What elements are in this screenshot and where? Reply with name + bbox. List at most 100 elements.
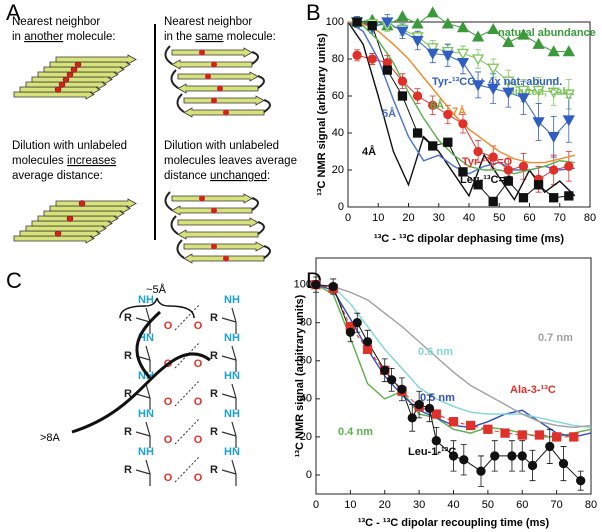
- y-tick-label: 60: [332, 90, 344, 102]
- marker: [507, 451, 517, 461]
- marker: [533, 180, 544, 190]
- series-label: natural abundance: [498, 27, 596, 39]
- y-tick-label: 80: [300, 317, 312, 329]
- x-tick-label: 40: [447, 499, 459, 511]
- atom-label: HN: [138, 408, 154, 420]
- x-tick-label: 10: [372, 212, 384, 224]
- atom-label: R: [124, 388, 132, 400]
- marker: [386, 375, 397, 385]
- atom-label: R: [124, 426, 132, 438]
- caption: distance unchanged:: [164, 170, 270, 182]
- label-dot: [211, 61, 217, 68]
- marker: [426, 48, 439, 60]
- strand-arrow: [171, 47, 253, 58]
- long-arrow: [71, 352, 211, 434]
- marker: [412, 128, 423, 138]
- marker: [459, 455, 469, 465]
- atom-label: HN: [224, 370, 240, 382]
- atom-label: O: [194, 396, 203, 408]
- marker: [500, 428, 510, 438]
- bond: [221, 431, 237, 437]
- marker: [397, 76, 408, 86]
- marker: [488, 152, 498, 162]
- marker: [443, 109, 453, 120]
- marker: [547, 45, 560, 57]
- atom-label: R: [210, 388, 218, 400]
- atom-label: R: [210, 350, 218, 362]
- y-tick-label: 40: [300, 393, 312, 405]
- marker: [517, 93, 530, 105]
- caption: molecules leaves average: [164, 155, 297, 167]
- atom-label: R: [124, 312, 132, 324]
- caption-text: increases: [67, 155, 116, 167]
- atom-label: R: [210, 312, 218, 324]
- marker: [352, 50, 362, 60]
- hairpin-turn: [176, 93, 185, 113]
- caption-text: distance: [164, 170, 210, 182]
- x-tick-label: 40: [463, 212, 475, 224]
- series-label: Tyr-¹³CO + 4x nat. abund.: [432, 76, 562, 88]
- bond: [145, 307, 151, 323]
- strand-arrow: [55, 198, 137, 209]
- marker: [431, 409, 441, 419]
- marker: [397, 91, 408, 101]
- bond: [135, 469, 151, 475]
- y-tick-label: 0: [306, 469, 312, 481]
- x-axis-label: ¹³C - ¹³C dipolar dephasing time (ms): [374, 233, 564, 245]
- bond: [135, 393, 151, 399]
- hairpin-turn: [176, 239, 185, 259]
- label-dot: [223, 255, 229, 262]
- series-line: [315, 283, 592, 429]
- distance-label: ~5Å: [146, 283, 167, 296]
- marker: [562, 89, 575, 101]
- x-tick-label: 50: [493, 212, 505, 224]
- caption: molecules increases: [12, 155, 116, 167]
- atom-label: O: [194, 358, 203, 370]
- marker: [345, 327, 356, 337]
- series-line: [315, 284, 574, 438]
- label-dot: [211, 97, 217, 104]
- atom-label: O: [164, 396, 173, 408]
- bond: [221, 317, 237, 323]
- series-label: 0.4 nm: [338, 426, 373, 438]
- hairpin-turn: [170, 69, 179, 89]
- marker: [517, 430, 527, 440]
- series-label: 0.6 nm: [418, 346, 453, 358]
- hairpin-turn: [170, 215, 179, 235]
- hairpin-turn: [257, 221, 265, 235]
- plot-area: [313, 276, 592, 491]
- y-tick-label: 0: [338, 201, 344, 213]
- marker: [518, 161, 529, 171]
- label-dot: [223, 109, 229, 116]
- atom-label: NH: [138, 446, 154, 458]
- marker: [352, 318, 362, 328]
- marker: [407, 413, 417, 423]
- hairpin-turn: [251, 51, 259, 65]
- x-tick-label: 20: [402, 212, 414, 224]
- caption: Nearest neighbor: [12, 16, 100, 28]
- bond: [135, 317, 151, 323]
- x-tick-label: 80: [585, 499, 597, 511]
- series-line: [315, 284, 592, 438]
- caption: Nearest neighbor: [164, 16, 252, 28]
- bond: [221, 355, 237, 361]
- marker: [532, 117, 545, 129]
- hairpin-turn: [263, 99, 271, 113]
- marker: [569, 432, 579, 442]
- caption: Dilution with unlabeled: [12, 140, 127, 152]
- marker: [458, 167, 468, 177]
- bond: [231, 383, 237, 399]
- marker: [517, 451, 527, 461]
- bond: [221, 469, 237, 475]
- strand-arrow: [183, 95, 265, 106]
- x-axis-label: ¹³C - ¹³C dipolar recoupling time (ms): [358, 517, 550, 529]
- atom-label: O: [164, 434, 173, 446]
- y-tick-label: 20: [300, 431, 312, 443]
- atom-label: R: [124, 464, 132, 476]
- series-label: Tyr-¹³C=O: [462, 156, 513, 168]
- bond: [231, 421, 237, 437]
- marker: [558, 458, 569, 469]
- atom-label: R: [124, 350, 132, 362]
- marker: [551, 432, 562, 442]
- series-label: Leu-1-¹³C: [408, 446, 456, 458]
